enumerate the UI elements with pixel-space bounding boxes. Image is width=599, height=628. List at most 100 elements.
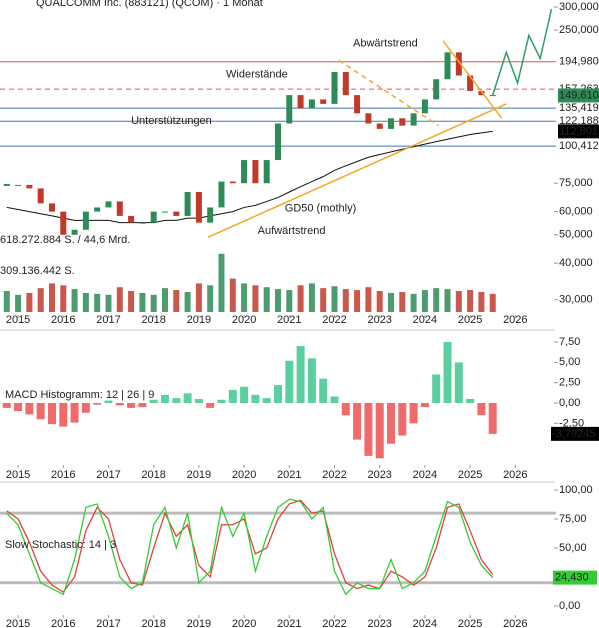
last-price-label: 149,610 bbox=[559, 89, 599, 101]
volume-bar bbox=[467, 290, 474, 312]
level-box bbox=[558, 139, 599, 154]
y-tick-label: 30,000 bbox=[559, 294, 593, 306]
x-tick-label: 2017 bbox=[96, 469, 120, 481]
x-tick-label: 2016 bbox=[51, 469, 75, 481]
histogram-bar bbox=[330, 396, 339, 404]
gd50-value-label: 112,801 bbox=[559, 125, 598, 137]
candle bbox=[15, 184, 22, 186]
candle bbox=[444, 52, 451, 80]
volume-bar bbox=[286, 290, 293, 312]
y-tick-label: 0,00 bbox=[559, 600, 580, 612]
histogram-bar bbox=[183, 393, 192, 404]
histogram-bar bbox=[477, 403, 486, 416]
last-value-box bbox=[553, 570, 597, 585]
x-tick-label: 2022 bbox=[322, 314, 346, 326]
y-tick-label: 50,00 bbox=[559, 542, 587, 554]
histogram-bar bbox=[81, 403, 90, 413]
histogram-bar bbox=[47, 403, 56, 425]
y-tick-label: 5,00 bbox=[559, 356, 580, 368]
volume-bar bbox=[94, 293, 101, 312]
volume-bar bbox=[26, 292, 33, 312]
y-tick-label: 300,000 bbox=[559, 1, 599, 13]
volume-bar bbox=[207, 285, 214, 312]
histogram-bar bbox=[115, 403, 124, 406]
x-tick-label: 2018 bbox=[141, 314, 165, 326]
x-tick-label: 2024 bbox=[413, 314, 437, 326]
trend-label: Aufwärtstrend bbox=[258, 225, 326, 237]
gd50-label: GD50 (mothly) bbox=[285, 203, 357, 215]
candle bbox=[376, 123, 383, 129]
volume-bar bbox=[105, 294, 112, 312]
volume-bar bbox=[376, 291, 383, 312]
x-tick-label: 2018 bbox=[141, 469, 165, 481]
candle bbox=[82, 211, 89, 230]
candle bbox=[297, 95, 304, 109]
volume-bar bbox=[150, 294, 157, 312]
histogram-bar bbox=[262, 398, 271, 404]
stoch-line bbox=[6, 498, 494, 596]
histogram-bar bbox=[206, 403, 215, 408]
x-tick-label: 2015 bbox=[6, 618, 30, 628]
volume-bar bbox=[218, 253, 225, 312]
volume-bar bbox=[331, 286, 338, 312]
histogram-bar bbox=[104, 400, 113, 404]
x-tick-label: 2022 bbox=[322, 469, 346, 481]
histogram-bar bbox=[409, 403, 418, 424]
histogram-bar bbox=[14, 403, 23, 412]
histogram-bar bbox=[285, 360, 294, 404]
histogram-bar bbox=[296, 346, 305, 404]
candle bbox=[478, 90, 485, 96]
candle bbox=[263, 160, 270, 184]
histogram-bar bbox=[160, 394, 169, 404]
x-tick-label: 2021 bbox=[277, 469, 301, 481]
candle bbox=[252, 160, 259, 184]
candle bbox=[489, 95, 496, 97]
histogram-bar bbox=[240, 386, 249, 404]
volume-bar bbox=[444, 289, 451, 312]
x-tick-label: 2024 bbox=[413, 469, 437, 481]
histogram-bar bbox=[217, 399, 226, 404]
trend-label: Abwärtstrend bbox=[353, 38, 418, 50]
volume-bar bbox=[173, 290, 180, 312]
volume-bar bbox=[116, 287, 123, 312]
x-tick-label: 2017 bbox=[96, 314, 120, 326]
candle bbox=[320, 99, 327, 104]
volume-bar bbox=[433, 288, 440, 312]
x-tick-label: 2015 bbox=[6, 469, 30, 481]
histogram-bar bbox=[398, 403, 407, 436]
x-tick-label: 2021 bbox=[277, 618, 301, 628]
histogram-bar bbox=[319, 378, 328, 404]
x-tick-label: 2019 bbox=[187, 314, 211, 326]
candle bbox=[128, 215, 135, 223]
x-tick-label: 2020 bbox=[232, 314, 256, 326]
x-tick-label: 2015 bbox=[6, 314, 30, 326]
volume-bar bbox=[263, 287, 270, 312]
volume-bar bbox=[241, 283, 248, 312]
volume-bar bbox=[82, 292, 89, 312]
candle bbox=[467, 75, 474, 91]
histogram-bar bbox=[454, 362, 463, 404]
x-tick-label: 2026 bbox=[503, 469, 527, 481]
resistance-label: Widerstände bbox=[226, 69, 288, 81]
volume-bar bbox=[161, 288, 168, 312]
candle bbox=[388, 118, 395, 129]
volume-label: 309.136.442 S. bbox=[0, 265, 75, 277]
candle bbox=[184, 192, 191, 216]
x-tick-label: 2019 bbox=[187, 469, 211, 481]
volume-bar bbox=[342, 289, 349, 312]
candle bbox=[342, 71, 349, 96]
level-label: 100,412 bbox=[559, 140, 599, 152]
volume-bar bbox=[388, 292, 395, 312]
y-tick-label: 0,00 bbox=[559, 397, 580, 409]
histogram-bar bbox=[274, 385, 282, 404]
y-tick-label: 75,00 bbox=[559, 513, 587, 525]
volume-bar bbox=[489, 293, 496, 312]
y-tick-label: -2,50 bbox=[559, 417, 584, 429]
y-tick-label: 40,000 bbox=[559, 257, 593, 269]
level-label: 135,419 bbox=[559, 102, 599, 114]
histogram-bar bbox=[127, 403, 136, 408]
volume-bar bbox=[455, 291, 462, 312]
histogram-bar bbox=[194, 398, 203, 404]
histogram-bar bbox=[93, 403, 102, 405]
